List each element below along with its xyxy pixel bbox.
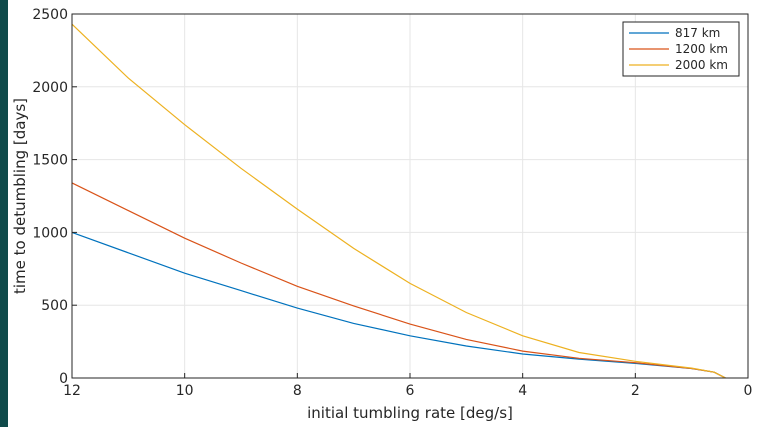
x-tick-label: 8 <box>293 383 302 399</box>
series-line <box>71 23 726 379</box>
y-tick-label: 1500 <box>32 153 68 169</box>
y-tick-label: 500 <box>41 298 68 314</box>
ticks: 12 10 8 6 4 2 0 0 500 1000 1500 2000 2500 <box>32 7 752 399</box>
x-tick-label: 4 <box>518 383 527 399</box>
y-tick-label: 2000 <box>32 80 68 96</box>
legend: 817 km 1200 km 2000 km <box>622 21 740 77</box>
x-tick-label: 10 <box>176 383 194 399</box>
legend-label: 2000 km <box>675 58 728 72</box>
y-tick-label: 2500 <box>32 7 68 23</box>
left-border-strip <box>0 0 8 427</box>
series-lines <box>71 23 726 379</box>
legend-label: 817 km <box>675 26 720 40</box>
y-axis-label: time to detumbling [days] <box>11 98 29 294</box>
x-tick-label: 6 <box>406 383 415 399</box>
x-tick-label: 2 <box>631 383 640 399</box>
x-tick-label: 0 <box>744 383 753 399</box>
y-tick-label: 1000 <box>32 225 68 241</box>
x-axis-label: initial tumbling rate [deg/s] <box>307 404 513 422</box>
y-tick-label: 0 <box>59 371 68 387</box>
legend-label: 1200 km <box>675 42 728 56</box>
x-tick-label: 12 <box>63 383 81 399</box>
